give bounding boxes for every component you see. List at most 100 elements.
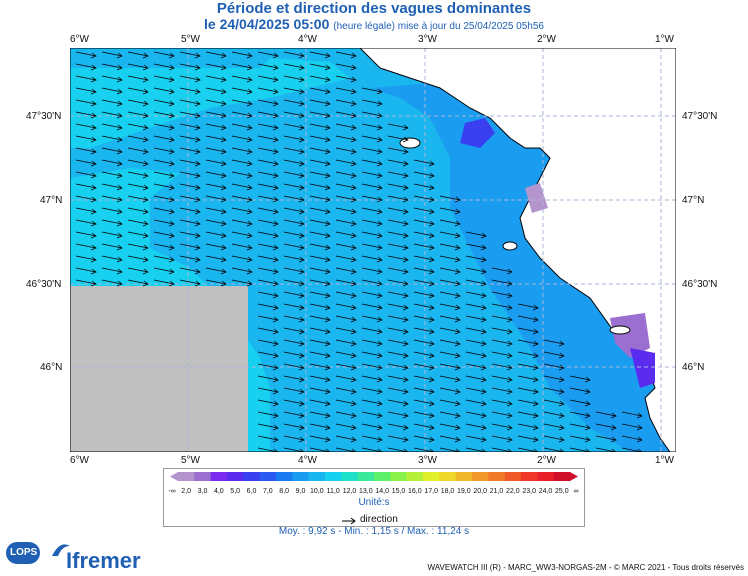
wave-direction-arrow xyxy=(543,399,565,407)
wave-direction-arrow xyxy=(153,123,175,131)
lat-tick-left: 46°30'N xyxy=(26,279,62,290)
wave-direction-arrow xyxy=(283,219,305,227)
wave-direction-arrow xyxy=(439,243,461,251)
wave-direction-arrow xyxy=(257,147,279,155)
wave-direction-arrow xyxy=(543,423,565,431)
wave-direction-arrow xyxy=(361,339,383,347)
wave-direction-arrow xyxy=(101,75,123,83)
wave-direction-arrow xyxy=(361,351,383,359)
legend-tick-label: 16,0 xyxy=(408,488,422,495)
wave-direction-arrow xyxy=(491,411,513,419)
wave-direction-arrow xyxy=(127,111,149,119)
wave-direction-arrow xyxy=(283,315,305,323)
wave-direction-arrow xyxy=(309,411,331,419)
wave-direction-arrow xyxy=(179,135,201,143)
wave-direction-arrow xyxy=(231,75,253,83)
wave-direction-arrow xyxy=(101,183,123,191)
wave-direction-arrow xyxy=(413,447,435,452)
wave-direction-arrow xyxy=(283,75,305,83)
wave-direction-arrow xyxy=(387,423,409,431)
wave-direction-arrow xyxy=(361,99,383,107)
wave-direction-arrow xyxy=(491,351,513,359)
wave-direction-arrow xyxy=(257,327,279,335)
map-date-line: le 24/04/2025 05:00 (heure légale) mise … xyxy=(0,16,748,32)
wave-direction-arrow xyxy=(361,327,383,335)
wave-direction-arrow xyxy=(309,123,331,131)
wave-direction-arrow xyxy=(465,387,487,395)
wave-direction-arrow xyxy=(309,423,331,431)
wave-direction-arrow xyxy=(387,255,409,263)
wave-direction-arrow xyxy=(127,195,149,203)
wave-direction-arrow xyxy=(413,399,435,407)
wave-direction-arrow xyxy=(309,159,331,167)
wave-direction-arrow xyxy=(361,387,383,395)
wave-direction-arrow xyxy=(75,63,97,71)
wave-direction-arrow xyxy=(387,351,409,359)
wave-direction-arrow xyxy=(361,363,383,371)
wave-direction-arrow xyxy=(75,183,97,191)
wave-direction-arrow xyxy=(465,315,487,323)
wave-direction-arrow xyxy=(75,135,97,143)
date-note: (heure légale) mise à jour du 25/04/2025… xyxy=(333,21,544,32)
wave-direction-arrow xyxy=(439,303,461,311)
wave-direction-arrow xyxy=(283,351,305,359)
wave-direction-arrow xyxy=(335,315,357,323)
wave-direction-arrow xyxy=(309,375,331,383)
wave-direction-arrow xyxy=(413,303,435,311)
wave-direction-arrow xyxy=(231,267,253,275)
wave-direction-arrow xyxy=(439,363,461,371)
lat-tick-right: 47°N xyxy=(682,195,705,206)
wave-direction-arrow xyxy=(257,363,279,371)
wave-direction-arrow xyxy=(205,147,227,155)
wave-period-map[interactable] xyxy=(70,48,676,452)
wave-direction-arrow xyxy=(413,315,435,323)
wave-direction-arrow xyxy=(491,279,513,287)
wave-direction-arrow xyxy=(283,447,305,452)
wave-direction-arrow xyxy=(387,411,409,419)
wave-direction-arrow xyxy=(621,435,643,443)
wave-direction-arrow xyxy=(413,243,435,251)
gironde-zone xyxy=(630,348,655,388)
wave-direction-arrow xyxy=(179,267,201,275)
wave-direction-arrow xyxy=(491,291,513,299)
wave-direction-arrow xyxy=(543,351,565,359)
wave-direction-arrow xyxy=(465,339,487,347)
wave-direction-arrow xyxy=(491,435,513,443)
wave-direction-arrow xyxy=(153,195,175,203)
wave-direction-arrow xyxy=(153,135,175,143)
wave-direction-arrow xyxy=(361,315,383,323)
legend-tick-label: -∞ xyxy=(168,488,175,495)
legend-swatch xyxy=(227,472,244,481)
wave-direction-arrow xyxy=(257,87,279,95)
wave-direction-arrow xyxy=(387,291,409,299)
wave-direction-arrow xyxy=(127,207,149,215)
legend-tick-label: 14,0 xyxy=(375,488,389,495)
wave-direction-arrow xyxy=(335,327,357,335)
wave-direction-arrow xyxy=(283,279,305,287)
wave-direction-arrow xyxy=(205,87,227,95)
wave-direction-arrow xyxy=(101,111,123,119)
wave-direction-arrow xyxy=(75,87,97,95)
wave-direction-arrow xyxy=(335,279,357,287)
wave-direction-arrow xyxy=(309,435,331,443)
wave-direction-arrow xyxy=(387,375,409,383)
wave-direction-arrow xyxy=(283,207,305,215)
wave-direction-arrow xyxy=(543,387,565,395)
wave-direction-arrow xyxy=(75,267,97,275)
map-title: Période et direction des vagues dominant… xyxy=(216,0,532,17)
wave-direction-arrow xyxy=(257,75,279,83)
credit-line: WAVEWATCH III (R) - MARC_WW3-NORGAS-2M -… xyxy=(427,563,744,572)
wave-direction-arrow xyxy=(413,267,435,275)
wave-direction-arrow xyxy=(179,159,201,167)
wave-direction-arrow xyxy=(257,99,279,107)
wave-direction-arrow xyxy=(361,183,383,191)
wave-direction-arrow xyxy=(387,279,409,287)
wave-direction-arrow xyxy=(205,75,227,83)
wave-direction-arrow xyxy=(309,147,331,155)
wave-direction-arrow xyxy=(257,291,279,299)
wave-direction-arrow xyxy=(387,231,409,239)
wave-direction-arrow xyxy=(465,231,487,239)
wave-direction-arrow xyxy=(127,183,149,191)
wave-direction-arrow xyxy=(361,375,383,383)
wave-direction-arrow xyxy=(205,195,227,203)
